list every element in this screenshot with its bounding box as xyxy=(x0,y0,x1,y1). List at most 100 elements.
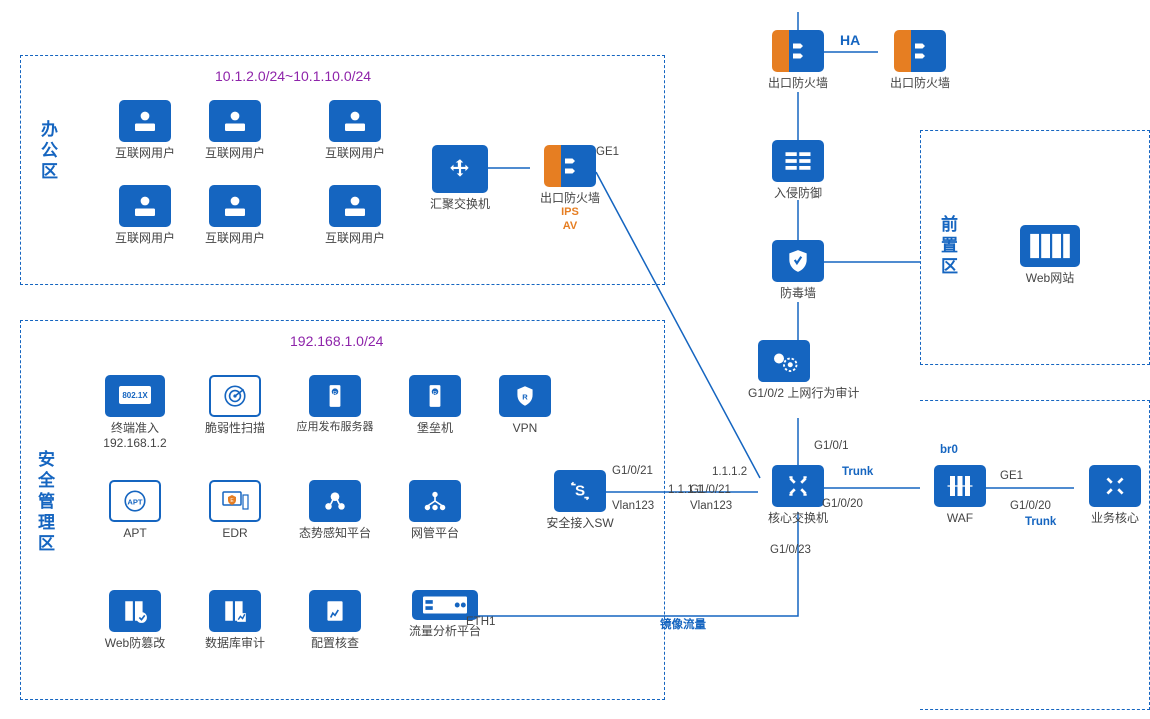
node-label: WAF xyxy=(920,511,1000,526)
svg-text:S: S xyxy=(575,482,585,499)
node-label: 出口防火墙 xyxy=(530,191,610,206)
node-label: 应用发布服务器 xyxy=(295,421,375,435)
situ-icon xyxy=(309,480,361,522)
node-label: 汇聚交换机 xyxy=(420,197,500,212)
node-label: EDR xyxy=(195,526,275,541)
node-label: VPN xyxy=(485,421,565,436)
node-user4: 互联网用户 xyxy=(105,185,185,246)
node-sublabel: IPSAV xyxy=(530,206,610,234)
node-core-switch: 核心交换机 xyxy=(758,465,838,526)
node-label: 防毒墙 xyxy=(758,286,838,301)
node-bastion: R 堡垒机 xyxy=(395,375,475,436)
node-label: Web网站 xyxy=(1010,271,1090,286)
node-biz-core: 业务核心 xyxy=(1075,465,1150,526)
firewall-icon xyxy=(772,30,824,72)
node-label: 安全接入SW xyxy=(540,516,620,531)
node-agg-switch: 汇聚交换机 xyxy=(420,145,500,212)
zone-security-label: 安全管理区 xyxy=(32,450,57,555)
node-egress-fw-right: 出口防火墙 xyxy=(880,30,960,91)
behavior-icon xyxy=(758,340,810,382)
switch-cross-icon xyxy=(432,145,488,193)
node-waf: WAF xyxy=(920,465,1000,526)
apt-icon: APT xyxy=(109,480,161,522)
node-db-audit: 数据库审计 xyxy=(195,590,275,651)
node-nac: 802.1X 终端准入 192.168.1.2 xyxy=(95,375,175,451)
node-sec-access-sw: S 安全接入SW xyxy=(540,470,620,531)
node-label: 入侵防御 xyxy=(758,186,838,201)
lbl-g1020-biz: G1/0/20 xyxy=(1010,500,1051,512)
lbl-mirror: 镜像流量 xyxy=(660,616,706,632)
subnet-security: 192.168.1.0/24 xyxy=(290,333,383,349)
node-vpn: R VPN xyxy=(485,375,565,436)
node-user6: 互联网用户 xyxy=(315,185,395,246)
lbl-trunk-biz: Trunk xyxy=(1025,516,1056,528)
node-label: 脆弱性扫描 xyxy=(195,421,275,436)
waf-icon xyxy=(934,465,986,507)
node-situational: 态势感知平台 xyxy=(295,480,375,541)
zone-front-label: 前置区 xyxy=(935,215,960,278)
node-label: 堡垒机 xyxy=(395,421,475,436)
node-label: APT xyxy=(95,526,175,541)
svg-text:802.1X: 802.1X xyxy=(122,391,148,400)
node-label: 互联网用户 xyxy=(315,146,395,161)
node-label: 终端准入 xyxy=(95,421,175,436)
vpn-icon: R xyxy=(499,375,551,417)
servers-icon xyxy=(1020,225,1080,267)
node-web-site: Web网站 xyxy=(1010,225,1090,286)
node-traffic-analysis: 流量分析平台 xyxy=(395,590,495,639)
user-icon xyxy=(119,185,171,227)
node-user5: 互联网用户 xyxy=(195,185,275,246)
node-label: 互联网用户 xyxy=(105,231,185,246)
node-label: 出口防火墙 xyxy=(880,76,960,91)
user-icon xyxy=(119,100,171,142)
node-av-wall: 防毒墙 xyxy=(758,240,838,301)
shield-icon xyxy=(772,240,824,282)
lbl-1112: 1.1.1.2 xyxy=(712,466,747,478)
user-icon xyxy=(329,185,381,227)
svg-text:R: R xyxy=(433,391,437,397)
user-icon xyxy=(209,100,261,142)
zone-office-label: 办公区 xyxy=(35,120,60,183)
node-user3: 互联网用户 xyxy=(315,100,395,161)
lbl-g1023: G1/0/23 xyxy=(770,544,811,556)
node-label: 上网行为审计 xyxy=(787,386,859,400)
svg-text:APT: APT xyxy=(127,497,143,506)
lbl-g1021-r: G1/0/21 xyxy=(690,484,731,496)
node-office-firewall: 出口防火墙 IPSAV xyxy=(530,145,610,234)
node-label: 互联网用户 xyxy=(315,231,395,246)
node-label: 网管平台 xyxy=(395,526,475,541)
node-nms: 网管平台 xyxy=(395,480,475,541)
lbl-eth1: ETH1 xyxy=(466,616,495,628)
node-label: 数据库审计 xyxy=(195,636,275,651)
lbl-trunk-core: Trunk xyxy=(842,466,873,478)
node-config-check: 配置核查 xyxy=(295,590,375,651)
node-user2: 互联网用户 xyxy=(195,100,275,161)
subnet-office: 10.1.2.0/24~10.1.10.0/24 xyxy=(215,68,371,84)
node-label: Web防篡改 xyxy=(95,636,175,651)
lbl-ge1-office: GE1 xyxy=(596,146,619,158)
node-sub: 192.168.1.2 xyxy=(95,436,175,451)
db-chart-icon xyxy=(209,590,261,632)
switch-icon xyxy=(772,465,824,507)
firewall-icon xyxy=(894,30,946,72)
nms-icon xyxy=(409,480,461,522)
node-label: 出口防火墙 xyxy=(758,76,838,91)
nac-icon: 802.1X xyxy=(105,375,165,417)
lbl-g101: G1/0/1 xyxy=(814,440,849,452)
radar-icon xyxy=(209,375,261,417)
edr-icon: E xyxy=(209,480,261,522)
svg-text:R: R xyxy=(522,392,528,401)
node-label: 互联网用户 xyxy=(195,146,275,161)
node-user1: 互联网用户 xyxy=(105,100,185,161)
lbl-vlan123-l: Vlan123 xyxy=(612,500,654,512)
user-icon xyxy=(209,185,261,227)
user-icon xyxy=(329,100,381,142)
switch-icon xyxy=(1089,465,1141,507)
node-label: 核心交换机 xyxy=(758,511,838,526)
node-label: 互联网用户 xyxy=(195,231,275,246)
lbl-ge1-waf: GE1 xyxy=(1000,470,1023,482)
server-r-icon: R xyxy=(409,375,461,417)
node-label: 配置核查 xyxy=(295,636,375,651)
sec-sw-icon: S xyxy=(554,470,606,512)
node-label: 互联网用户 xyxy=(105,146,185,161)
